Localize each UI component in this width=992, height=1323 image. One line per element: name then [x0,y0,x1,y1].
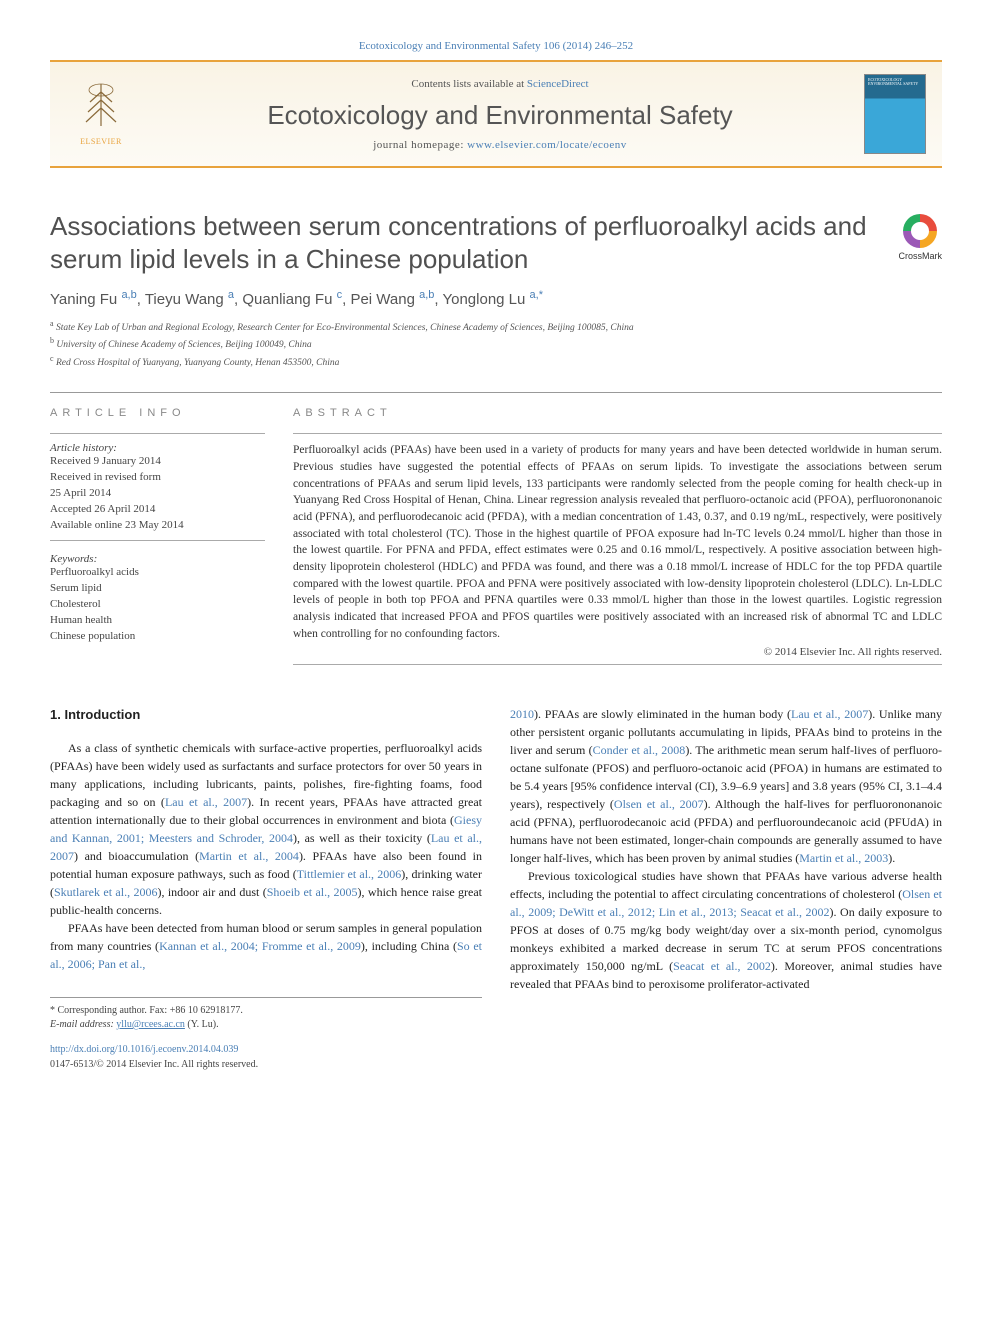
elsevier-tree-icon [80,82,122,135]
body-paragraph: Previous toxicological studies have show… [510,867,942,993]
keywords-list: Perfluoroalkyl acids Serum lipid Cholest… [50,565,265,645]
journal-cover-thumbnail: ECOTOXICOLOGY ENVIRONMENTAL SAFETY [864,74,926,154]
section-divider [50,392,942,393]
journal-homepage-link[interactable]: www.elsevier.com/locate/ecoenv [467,139,627,151]
history-line: Received in revised form [50,470,265,486]
author-list: Yaning Fu a,b, Tieyu Wang a, Quanliang F… [50,289,942,308]
citation-link[interactable]: Skutlarek et al., 2006 [54,885,157,899]
email-line: E-mail address: yllu@rcees.ac.cn (Y. Lu)… [50,1018,482,1032]
article-info-heading: ARTICLE INFO [50,407,265,419]
citation-link[interactable]: Tittlemier et al., 2006 [297,867,402,881]
sciencedirect-link[interactable]: ScienceDirect [527,78,589,90]
crossmark-label: CrossMark [898,251,942,261]
info-divider [50,433,265,434]
abstract-heading: ABSTRACT [293,407,942,419]
affiliation-a: a State Key Lab of Urban and Regional Ec… [50,318,942,335]
article-history: Received 9 January 2014 Received in revi… [50,454,265,534]
body-right-column: 2010). PFAAs are slowly eliminated in th… [510,705,942,1072]
footnotes: * Corresponding author. Fax: +86 10 6291… [50,997,482,1032]
journal-volume-line: Ecotoxicology and Environmental Safety 1… [50,40,942,52]
abstract-divider-bottom [293,664,942,665]
citation-link[interactable]: Kannan et al., 2004; Fromme et al., 2009 [159,939,361,953]
journal-header-banner: ELSEVIER Contents lists available at Sci… [50,60,942,168]
body-paragraph: PFAAs have been detected from human bloo… [50,919,482,973]
body-paragraph: As a class of synthetic chemicals with s… [50,739,482,919]
article-info-column: ARTICLE INFO Article history: Received 9… [50,407,265,673]
elsevier-name: ELSEVIER [80,137,122,146]
author-4: Pei Wang a,b [350,291,434,308]
citation-link[interactable]: 2010 [510,707,534,721]
affiliation-b: b University of Chinese Academy of Scien… [50,335,942,352]
journal-homepage-line: journal homepage: www.elsevier.com/locat… [136,139,864,151]
abstract-text: Perfluoroalkyl acids (PFAAs) have been u… [293,442,942,642]
citation-link[interactable]: Seacat et al., 2002 [673,959,771,973]
citation-link[interactable]: Martin et al., 2004 [199,849,299,863]
elsevier-logo: ELSEVIER [66,74,136,154]
body-paragraph: 2010). PFAAs are slowly eliminated in th… [510,705,942,867]
affiliations: a State Key Lab of Urban and Regional Ec… [50,318,942,370]
author-1: Yaning Fu a,b [50,291,137,308]
citation-link[interactable]: Conder et al., 2008 [593,743,686,757]
doi-link[interactable]: http://dx.doi.org/10.1016/j.ecoenv.2014.… [50,1042,482,1057]
body-left-column: 1. Introduction As a class of synthetic … [50,705,482,1072]
history-line: Received 9 January 2014 [50,454,265,470]
history-line: Accepted 26 April 2014 [50,502,265,518]
author-5: Yonglong Lu a,* [442,291,543,308]
citation-link[interactable]: Olsen et al., 2007 [614,797,704,811]
citation-link[interactable]: Shoeib et al., 2005 [267,885,358,899]
keywords-label: Keywords: [50,553,265,565]
author-2: Tieyu Wang a [145,291,234,308]
abstract-copyright: © 2014 Elsevier Inc. All rights reserved… [293,646,942,658]
cover-label: ECOTOXICOLOGY ENVIRONMENTAL SAFETY [868,78,925,87]
issn-copyright: 0147-6513/© 2014 Elsevier Inc. All right… [50,1057,482,1072]
crossmark-icon [903,214,937,248]
history-line: Available online 23 May 2014 [50,518,265,534]
section-heading-introduction: 1. Introduction [50,705,482,725]
abstract-column: ABSTRACT Perfluoroalkyl acids (PFAAs) ha… [293,407,942,673]
affiliation-c: c Red Cross Hospital of Yuanyang, Yuanya… [50,353,942,370]
keyword: Serum lipid [50,581,265,597]
article-history-label: Article history: [50,442,265,454]
history-line: 25 April 2014 [50,486,265,502]
body-two-columns: 1. Introduction As a class of synthetic … [50,705,942,1072]
author-3: Quanliang Fu c [242,291,342,308]
keyword: Perfluoroalkyl acids [50,565,265,581]
crossmark-badge[interactable]: CrossMark [898,214,942,261]
corresponding-author-note: * Corresponding author. Fax: +86 10 6291… [50,1004,482,1018]
citation-link[interactable]: Lau et al., 2007 [165,795,247,809]
corresponding-email-link[interactable]: yllu@rcees.ac.cn [116,1019,185,1030]
citation-link[interactable]: Lau et al., 2007 [791,707,868,721]
keyword: Chinese population [50,629,265,645]
keyword: Human health [50,613,265,629]
contents-available-line: Contents lists available at ScienceDirec… [136,78,864,90]
abstract-divider [293,433,942,434]
keyword: Cholesterol [50,597,265,613]
journal-title: Ecotoxicology and Environmental Safety [136,100,864,131]
citation-link[interactable]: Martin et al., 2003 [799,851,888,865]
info-divider [50,540,265,541]
article-title: Associations between serum concentration… [50,210,878,275]
